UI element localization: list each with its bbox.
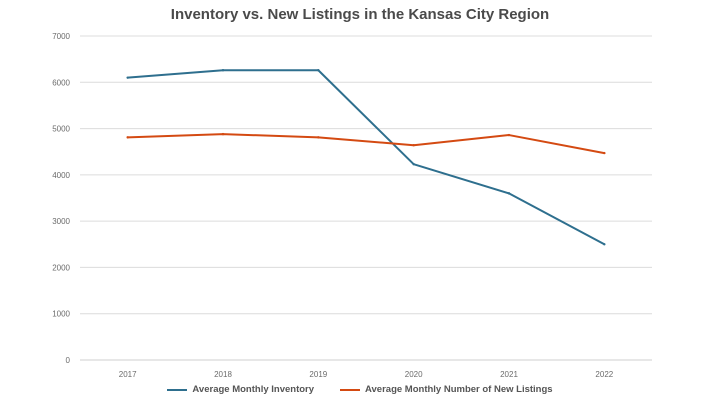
data-point-s0-2018 <box>221 69 225 72</box>
x-tick-label-2019: 2019 <box>309 370 327 379</box>
legend-swatch-new-listings <box>340 388 361 391</box>
data-point-s0-2022 <box>603 243 606 246</box>
legend-swatch-inventory <box>167 388 188 391</box>
y-tick-label-6000: 6000 <box>52 78 70 87</box>
y-tick-label-2000: 2000 <box>52 263 70 272</box>
x-tick-label-2017: 2017 <box>119 370 137 379</box>
legend-label-new-listings: Average Monthly Number of New Listings <box>365 384 553 395</box>
data-point-s1-2021 <box>507 133 511 137</box>
chart-legend: Average Monthly Inventory Average Monthl… <box>0 384 720 395</box>
x-tick-label-2021: 2021 <box>500 370 518 379</box>
y-tick-label-5000: 5000 <box>52 125 70 134</box>
legend-item-inventory: Average Monthly Inventory <box>167 384 314 395</box>
data-point-s1-2020 <box>412 144 415 147</box>
y-tick-label-4000: 4000 <box>52 171 70 180</box>
data-point-s0-2021 <box>507 192 511 195</box>
x-tick-label-2022: 2022 <box>595 370 613 379</box>
y-tick-label-0: 0 <box>66 356 71 365</box>
chart-title: Inventory vs. New Listings in the Kansas… <box>170 6 550 23</box>
series-line-0 <box>127 69 605 246</box>
x-tick-label-2018: 2018 <box>214 370 232 379</box>
data-point-s0-2020 <box>412 163 415 166</box>
data-point-s1-2017 <box>126 136 129 139</box>
y-tick-label-3000: 3000 <box>52 217 70 226</box>
data-point-s0-2017 <box>126 76 129 79</box>
data-point-s1-2022 <box>603 151 606 155</box>
data-point-s0-2019 <box>317 69 320 72</box>
legend-label-inventory: Average Monthly Inventory <box>192 384 315 395</box>
series-line-1 <box>127 133 605 155</box>
y-tick-label-1000: 1000 <box>52 310 70 319</box>
y-tick-label-7000: 7000 <box>52 32 70 41</box>
x-tick-label-2020: 2020 <box>405 370 423 379</box>
data-point-s1-2018 <box>221 132 225 136</box>
data-point-s1-2019 <box>317 136 320 139</box>
legend-item-new-listings: Average Monthly Number of New Listings <box>340 384 553 395</box>
